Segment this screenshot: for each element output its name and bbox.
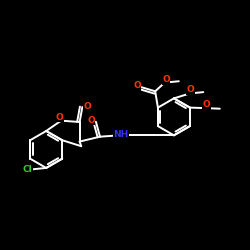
Text: Cl: Cl <box>22 165 32 174</box>
Text: O: O <box>162 76 170 84</box>
Text: O: O <box>87 116 95 125</box>
Text: O: O <box>186 86 194 94</box>
Text: O: O <box>133 81 141 90</box>
Text: NH: NH <box>113 130 128 139</box>
Text: O: O <box>83 102 91 111</box>
Text: O: O <box>56 113 64 122</box>
Text: O: O <box>203 100 211 110</box>
